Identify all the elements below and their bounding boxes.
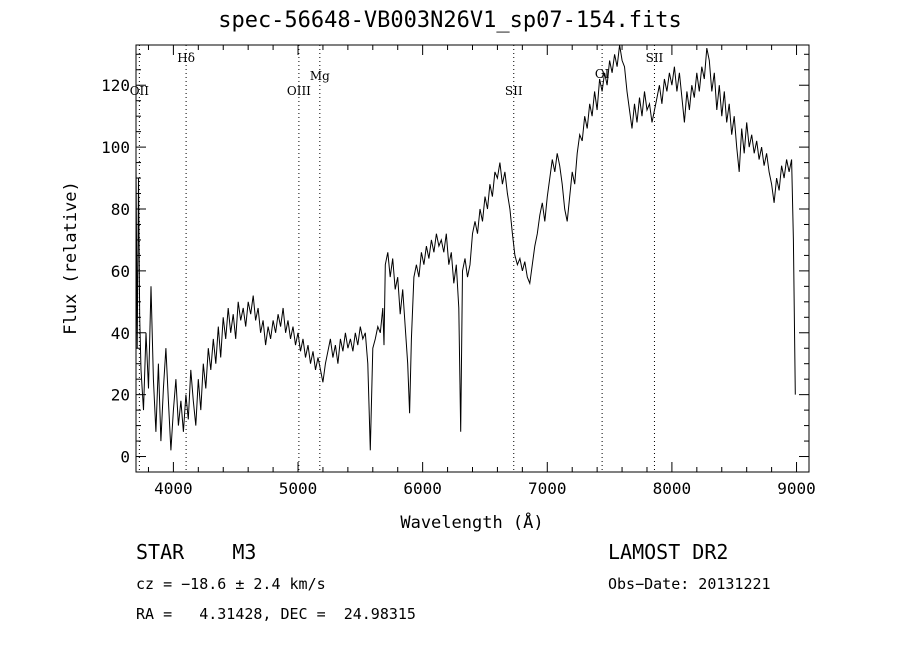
y-axis-label: Flux (relative): [61, 181, 81, 335]
coordinates: RA = 4.31428, DEC = 24.98315: [136, 605, 416, 623]
redshift-value: cz = −18.6 ± 2.4 km/s: [136, 575, 326, 593]
line-marker-label: OII: [130, 84, 150, 98]
y-tick-label: 60: [111, 262, 130, 281]
line-marker-label: OIII: [287, 84, 311, 98]
line-marker-label: SII: [505, 84, 523, 98]
x-axis-label: Wavelength (Å): [400, 511, 543, 533]
y-tick-label: 120: [101, 76, 130, 95]
object-class: STAR M3: [136, 540, 257, 564]
y-tick-label: 20: [111, 386, 130, 405]
y-tick-label: 80: [111, 200, 130, 219]
axis-ticks: 4000 5000 6000 7000 8000 9000 0 20 40 60 80 100 120: [101, 45, 816, 498]
line-marker-label: Mg: [310, 69, 330, 83]
y-tick-label: 40: [111, 324, 130, 343]
x-tick-label: 9000: [777, 479, 816, 498]
x-tick-label: 6000: [403, 479, 442, 498]
spectrum-line: [135, 44, 796, 451]
x-tick-label: 8000: [653, 479, 692, 498]
x-tick-label: 4000: [154, 479, 193, 498]
y-tick-label: 0: [120, 448, 130, 467]
chart-title: spec-56648-VB003N26V1_sp07-154.fits: [218, 8, 682, 33]
line-marker-label: Hδ: [177, 51, 195, 65]
obs-date: Obs−Date: 20131221: [608, 575, 771, 593]
survey-name: LAMOST DR2: [608, 540, 729, 564]
plot-frame: [135, 44, 810, 473]
line-marker-label: SII: [646, 51, 664, 65]
y-tick-label: 100: [101, 138, 130, 157]
x-tick-label: 5000: [279, 479, 318, 498]
x-tick-label: 7000: [528, 479, 567, 498]
